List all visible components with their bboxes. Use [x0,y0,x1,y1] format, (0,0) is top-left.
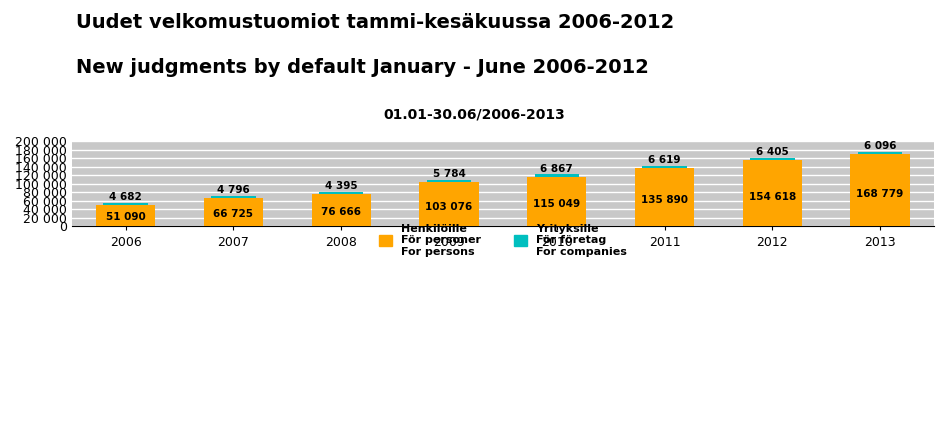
Bar [204,198,263,227]
Text: 135 890: 135 890 [641,195,688,205]
Text: 154 618: 154 618 [749,192,796,202]
Text: 4 395: 4 395 [325,181,358,191]
Text: 6 867: 6 867 [540,164,573,174]
Bar [642,166,687,168]
Bar [311,194,371,227]
Text: 168 779: 168 779 [857,189,903,199]
Text: Uudet velkomustuomiot tammi-kesäkuussa 2006-2012: Uudet velkomustuomiot tammi-kesäkuussa 2… [76,13,674,32]
Bar [419,182,478,227]
Text: 6 096: 6 096 [864,141,897,151]
Text: 103 076: 103 076 [425,202,473,211]
Bar [103,202,148,205]
Bar [743,160,802,227]
Text: 6 619: 6 619 [648,155,680,165]
Text: 51 090: 51 090 [105,211,145,222]
Text: 01.01-30.06/2006-2013: 01.01-30.06/2006-2013 [383,108,566,121]
Bar [750,158,794,160]
Text: 76 666: 76 666 [321,207,362,217]
Text: 66 725: 66 725 [214,209,253,219]
Legend: Henkilöille
För personer
For persons, Yrityksille
För företag
For companies: Henkilöille För personer For persons, Yr… [379,224,627,257]
Text: 115 049: 115 049 [533,199,581,209]
Text: 5 784: 5 784 [433,169,465,179]
Bar [212,196,255,198]
Text: 4 682: 4 682 [109,192,142,202]
Text: 6 405: 6 405 [756,147,789,157]
Text: 4 796: 4 796 [217,185,250,195]
Bar [534,174,579,177]
Bar [427,180,472,182]
Bar [319,192,363,194]
Bar [96,205,156,227]
Bar [635,168,694,227]
Bar [858,152,902,154]
Bar [527,177,586,227]
Text: New judgments by default January - June 2006-2012: New judgments by default January - June … [76,58,649,77]
Bar [850,154,910,227]
